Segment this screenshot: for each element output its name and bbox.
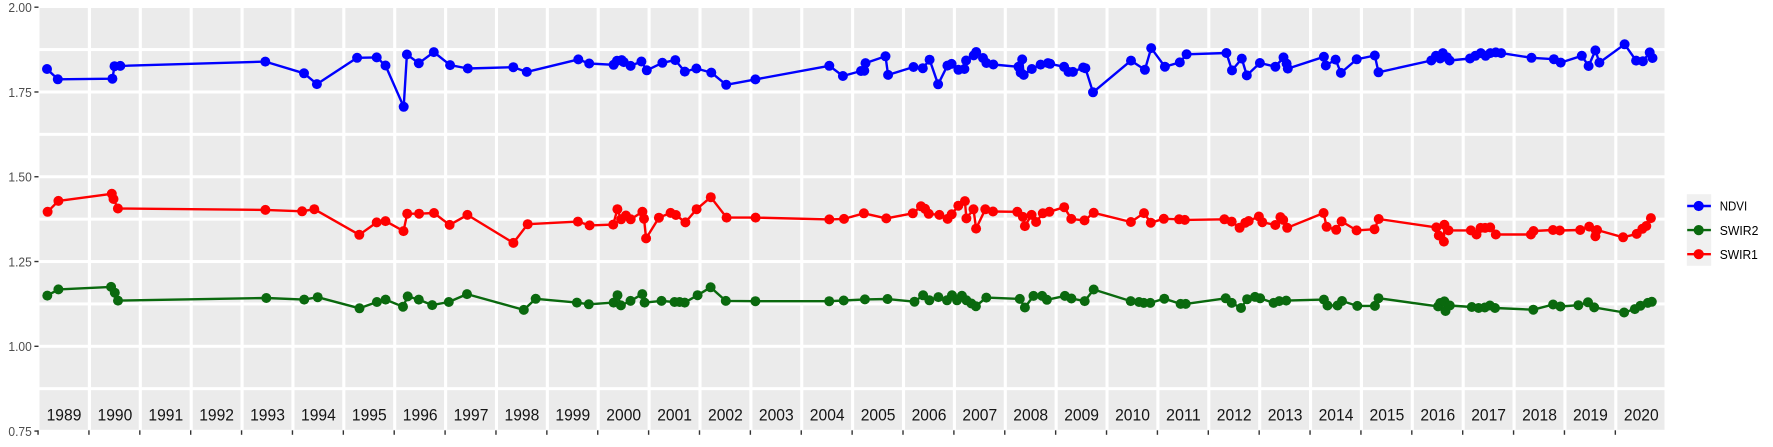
svg-text:1.75: 1.75 (8, 85, 31, 100)
svg-text:1990: 1990 (98, 405, 133, 424)
svg-text:1989: 1989 (47, 405, 82, 424)
svg-text:1994: 1994 (301, 405, 336, 424)
svg-text:1999: 1999 (555, 405, 590, 424)
svg-text:SWIR1: SWIR1 (1720, 247, 1758, 262)
svg-text:2009: 2009 (1064, 405, 1099, 424)
svg-text:2017: 2017 (1471, 405, 1506, 424)
svg-text:1.25: 1.25 (8, 254, 31, 269)
svg-text:NDVI: NDVI (1720, 199, 1748, 214)
svg-text:2007: 2007 (962, 405, 997, 424)
svg-text:2004: 2004 (810, 405, 845, 424)
svg-text:2011: 2011 (1166, 405, 1201, 424)
svg-text:1991: 1991 (148, 405, 183, 424)
svg-text:2016: 2016 (1420, 405, 1455, 424)
svg-text:2012: 2012 (1217, 405, 1252, 424)
svg-text:2002: 2002 (708, 405, 743, 424)
svg-text:2018: 2018 (1522, 405, 1557, 424)
svg-text:2.00: 2.00 (8, 0, 31, 15)
svg-text:1993: 1993 (250, 405, 285, 424)
svg-text:0.75: 0.75 (8, 424, 31, 439)
svg-text:1.00: 1.00 (8, 339, 31, 354)
svg-text:SWIR2: SWIR2 (1720, 223, 1759, 238)
svg-text:1998: 1998 (505, 405, 540, 424)
svg-text:2015: 2015 (1370, 405, 1405, 424)
svg-text:1992: 1992 (199, 405, 234, 424)
svg-text:1.50: 1.50 (8, 170, 31, 185)
svg-text:2006: 2006 (912, 405, 947, 424)
svg-text:2010: 2010 (1115, 405, 1150, 424)
svg-text:2008: 2008 (1013, 405, 1048, 424)
svg-text:2020: 2020 (1624, 405, 1659, 424)
svg-text:2019: 2019 (1573, 405, 1608, 424)
svg-text:2001: 2001 (657, 405, 692, 424)
svg-text:2000: 2000 (606, 405, 641, 424)
svg-text:1997: 1997 (454, 405, 489, 424)
svg-text:2005: 2005 (861, 405, 896, 424)
svg-text:1995: 1995 (352, 405, 387, 424)
svg-text:2013: 2013 (1268, 405, 1303, 424)
svg-text:1996: 1996 (403, 405, 438, 424)
svg-text:2003: 2003 (759, 405, 794, 424)
svg-text:2014: 2014 (1319, 405, 1354, 424)
